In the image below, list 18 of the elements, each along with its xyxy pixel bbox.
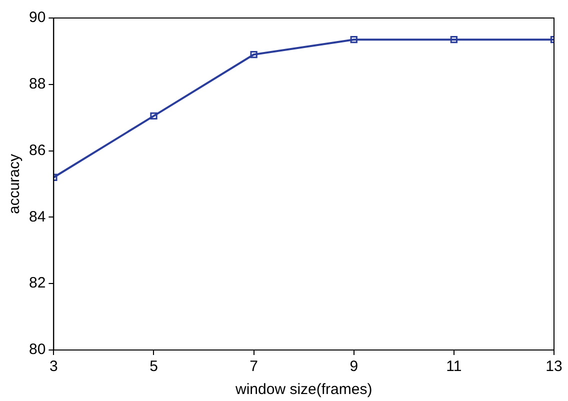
y-tick-label: 88 — [28, 76, 46, 93]
y-tick-label: 86 — [28, 142, 46, 159]
y-tick-label: 84 — [28, 208, 46, 226]
y-tick-label: 82 — [28, 274, 46, 292]
x-tick-label: 9 — [350, 358, 358, 376]
point — [150, 112, 158, 120]
x-tick-label: 5 — [150, 358, 158, 376]
point — [350, 36, 358, 44]
point — [450, 36, 458, 44]
y-tick-label: 80 — [28, 341, 46, 358]
point — [250, 50, 258, 58]
x-tick-label: 11 — [446, 358, 462, 376]
x-tick-label: 7 — [250, 358, 258, 376]
y-axis-title: accuracy — [6, 153, 24, 214]
x-tick-label: 3 — [50, 358, 58, 376]
y-tick-label: 90 — [28, 9, 46, 26]
x-axis-title: window size(frames) — [234, 381, 372, 398]
x-tick-label: 13 — [546, 358, 562, 376]
